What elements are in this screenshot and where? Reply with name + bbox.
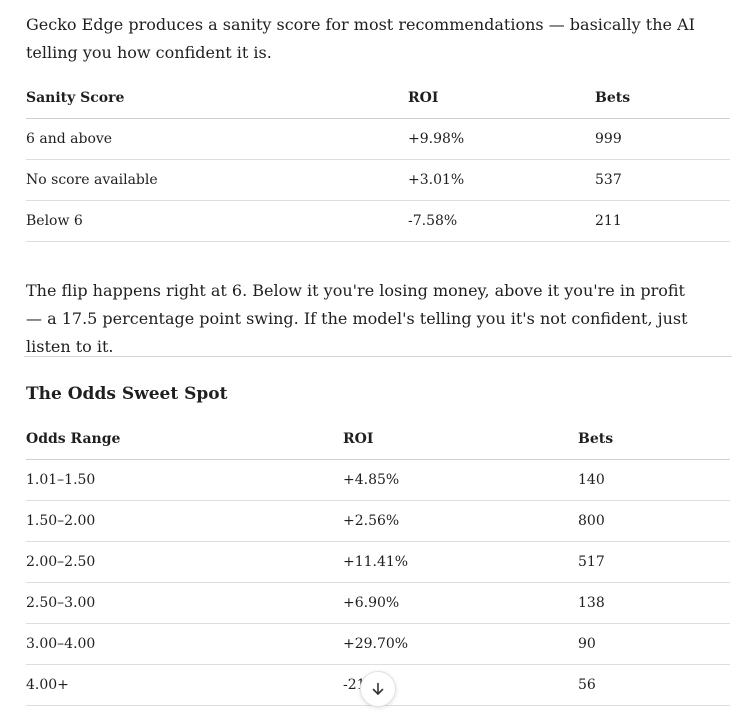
section-heading: The Odds Sweet Spot [26,384,228,404]
table-cell: 2.50–3.00 [26,582,343,624]
scroll-to-bottom-button[interactable] [360,671,396,707]
intro-paragraph: Gecko Edge produces a sanity score for m… [26,15,695,62]
table-row: No score available +3.01% 537 [26,159,730,201]
table-cell: 800 [578,500,730,542]
table-row: 6 and above +9.98% 999 [26,118,730,160]
table-cell: 517 [578,541,730,583]
table-cell: 999 [595,118,730,160]
table-cell: 90 [578,623,730,665]
table-cell: +3.01% [408,159,595,201]
table-header-row: Sanity Score ROI Bets [26,78,730,119]
flip-paragraph: The flip happens right at 6. Below it yo… [26,281,688,356]
table-cell: 2.00–2.50 [26,541,343,583]
table-cell: +11.41% [343,541,578,583]
table-cell: No score available [26,159,408,201]
table-cell: 4.00+ [26,664,343,706]
odds-range-table: Odds Range ROI Bets 1.01–1.50 +4.85% 140… [26,419,730,706]
table-row: 4.00+ -21 56 [26,664,730,706]
table-cell: -7.58% [408,200,595,242]
arrow-down-icon [370,681,386,697]
table-cell: 1.01–1.50 [26,459,343,501]
table-cell: +6.90% [343,582,578,624]
table-row: 2.00–2.50 +11.41% 517 [26,541,730,583]
column-header-roi: ROI [408,78,595,119]
column-header-bets: Bets [578,419,730,460]
table-cell: 140 [578,459,730,501]
section-divider [24,356,732,357]
table-header-row: Odds Range ROI Bets [26,419,730,460]
table-cell: 537 [595,159,730,201]
table-row: 3.00–4.00 +29.70% 90 [26,623,730,665]
table-cell: 56 [578,664,730,706]
table-row: 1.01–1.50 +4.85% 140 [26,459,730,501]
table-cell: Below 6 [26,200,408,242]
table-row: 2.50–3.00 +6.90% 138 [26,582,730,624]
table-cell: 211 [595,200,730,242]
table-cell: +4.85% [343,459,578,501]
column-header-roi: ROI [343,419,578,460]
table-cell: +29.70% [343,623,578,665]
column-header-sanity-score: Sanity Score [26,78,408,119]
column-header-bets: Bets [595,78,730,119]
sanity-score-table: Sanity Score ROI Bets 6 and above +9.98%… [26,78,730,242]
table-row: Below 6 -7.58% 211 [26,200,730,242]
table-cell: 1.50–2.00 [26,500,343,542]
table-cell: +2.56% [343,500,578,542]
table-cell: +9.98% [408,118,595,160]
column-header-odds-range: Odds Range [26,419,343,460]
table-cell: 138 [578,582,730,624]
table-cell: 6 and above [26,118,408,160]
table-cell: 3.00–4.00 [26,623,343,665]
table-row: 1.50–2.00 +2.56% 800 [26,500,730,542]
